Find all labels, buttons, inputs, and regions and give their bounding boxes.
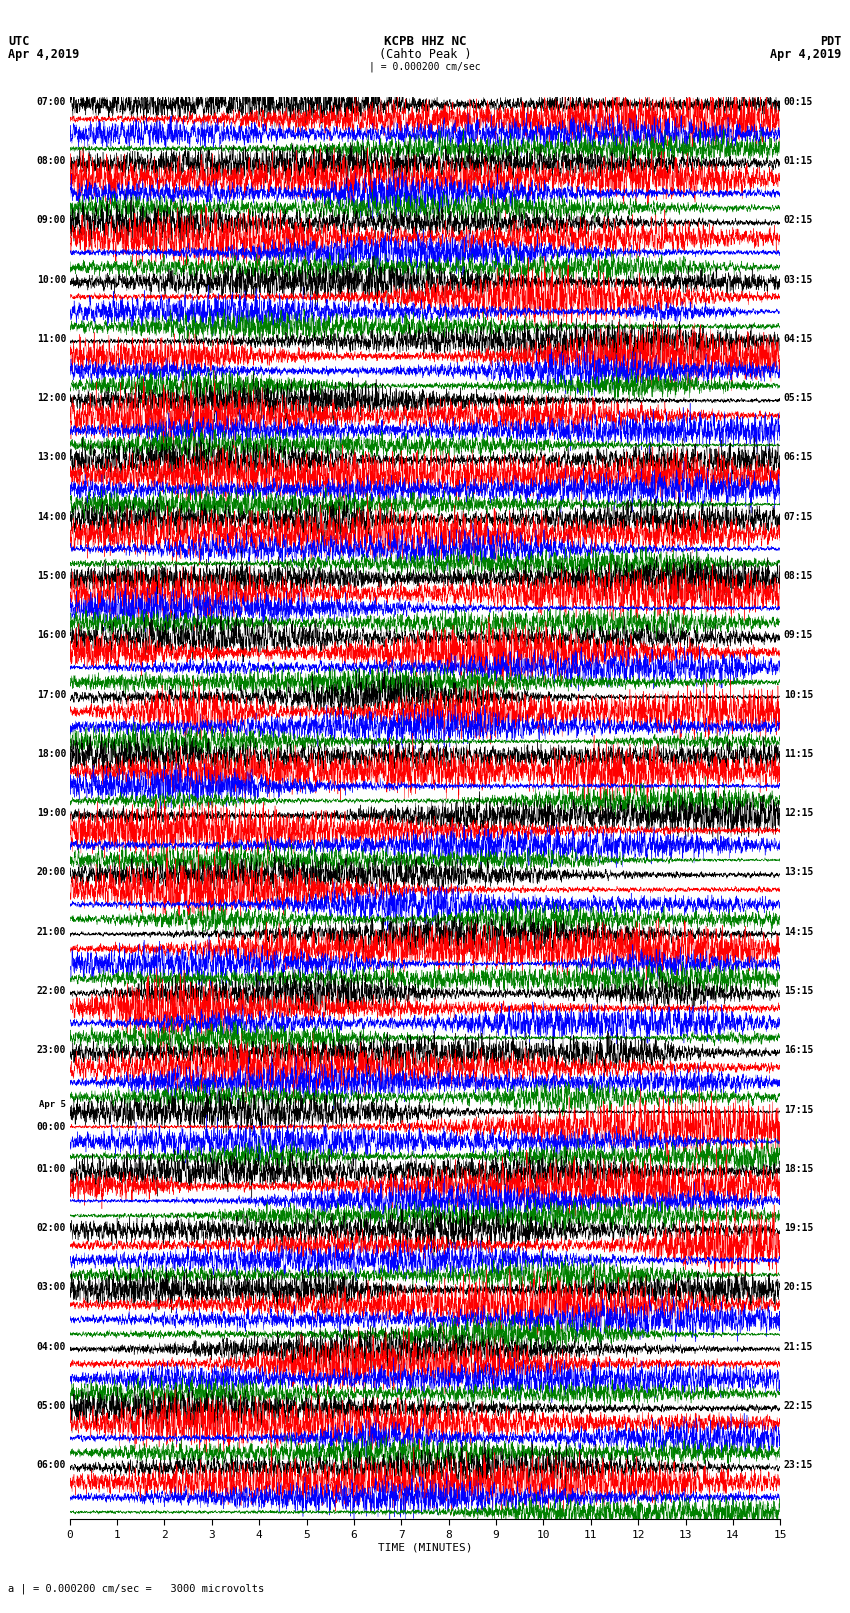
Text: 16:00: 16:00 [37,631,66,640]
Text: 02:15: 02:15 [784,215,813,226]
Text: 23:15: 23:15 [784,1460,813,1469]
Text: 04:15: 04:15 [784,334,813,344]
Text: 08:00: 08:00 [37,156,66,166]
Text: UTC: UTC [8,35,30,48]
Text: (Cahto Peak ): (Cahto Peak ) [379,48,471,61]
Text: Apr 4,2019: Apr 4,2019 [770,48,842,61]
Text: 00:00: 00:00 [37,1123,66,1132]
Text: 03:00: 03:00 [37,1282,66,1292]
Text: 18:00: 18:00 [37,748,66,758]
Text: 15:15: 15:15 [784,986,813,995]
Text: 01:00: 01:00 [37,1165,66,1174]
Text: 13:00: 13:00 [37,453,66,463]
Text: 00:15: 00:15 [784,97,813,106]
Text: 05:00: 05:00 [37,1400,66,1411]
Text: 11:00: 11:00 [37,334,66,344]
Text: 16:15: 16:15 [784,1045,813,1055]
Text: a | = 0.000200 cm/sec =   3000 microvolts: a | = 0.000200 cm/sec = 3000 microvolts [8,1582,264,1594]
Text: 17:00: 17:00 [37,690,66,700]
Text: PDT: PDT [820,35,842,48]
Text: 08:15: 08:15 [784,571,813,581]
Text: 19:00: 19:00 [37,808,66,818]
Text: 21:00: 21:00 [37,926,66,937]
Text: 03:15: 03:15 [784,274,813,284]
Text: 07:15: 07:15 [784,511,813,521]
Text: 12:00: 12:00 [37,394,66,403]
Text: 22:00: 22:00 [37,986,66,995]
Text: 17:15: 17:15 [784,1105,813,1115]
Text: 02:00: 02:00 [37,1223,66,1232]
Text: 09:00: 09:00 [37,215,66,226]
Text: Apr 5: Apr 5 [39,1100,66,1110]
Text: 07:00: 07:00 [37,97,66,106]
Text: | = 0.000200 cm/sec: | = 0.000200 cm/sec [369,61,481,73]
Text: Apr 4,2019: Apr 4,2019 [8,48,80,61]
Text: 12:15: 12:15 [784,808,813,818]
Text: 06:15: 06:15 [784,453,813,463]
Text: 13:15: 13:15 [784,868,813,877]
Text: 21:15: 21:15 [784,1342,813,1352]
Text: 10:15: 10:15 [784,690,813,700]
Text: 01:15: 01:15 [784,156,813,166]
Text: 14:00: 14:00 [37,511,66,521]
Text: 05:15: 05:15 [784,394,813,403]
Text: 10:00: 10:00 [37,274,66,284]
X-axis label: TIME (MINUTES): TIME (MINUTES) [377,1542,473,1553]
Text: 19:15: 19:15 [784,1223,813,1232]
Text: 14:15: 14:15 [784,926,813,937]
Text: 04:00: 04:00 [37,1342,66,1352]
Text: 23:00: 23:00 [37,1045,66,1055]
Text: KCPB HHZ NC: KCPB HHZ NC [383,35,467,48]
Text: 09:15: 09:15 [784,631,813,640]
Text: 20:15: 20:15 [784,1282,813,1292]
Text: 18:15: 18:15 [784,1165,813,1174]
Text: 11:15: 11:15 [784,748,813,758]
Text: 22:15: 22:15 [784,1400,813,1411]
Text: 20:00: 20:00 [37,868,66,877]
Text: 06:00: 06:00 [37,1460,66,1469]
Text: 15:00: 15:00 [37,571,66,581]
